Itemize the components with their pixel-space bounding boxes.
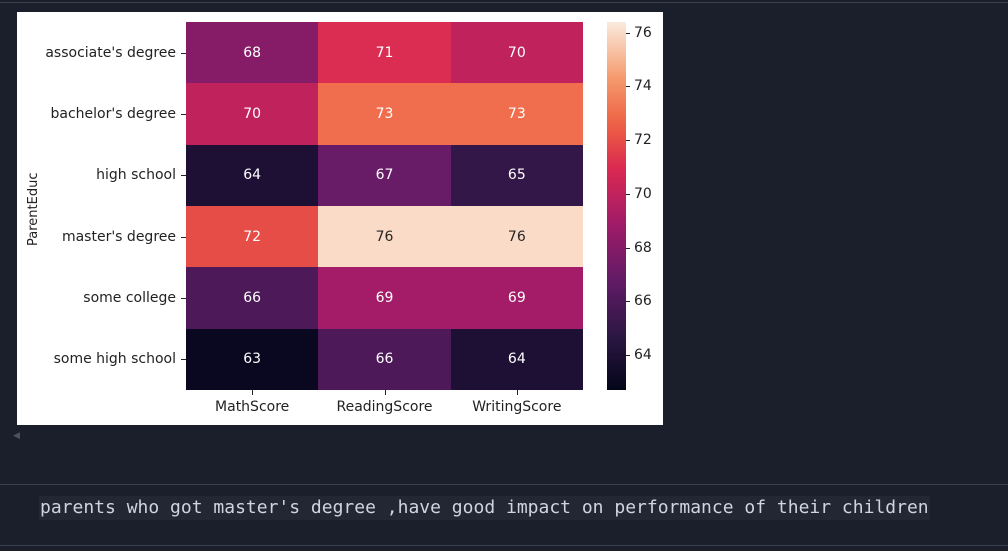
colorbar-tick-mark (626, 86, 630, 87)
y-tick-mark (181, 359, 186, 360)
colorbar-tick-mark (626, 301, 630, 302)
heatmap-cell: 70 (450, 22, 583, 84)
y-tick-label: some college (83, 290, 176, 306)
heatmap-cell: 63 (186, 328, 319, 391)
x-tick-label: MathScore (215, 399, 290, 415)
y-tick-mark (181, 114, 186, 115)
heatmap-cell: 76 (318, 206, 451, 268)
x-tick-mark (517, 390, 518, 395)
y-tick-label: some high school (53, 351, 176, 368)
colorbar-tick-mark (626, 194, 630, 195)
heatmap-cell: 64 (450, 328, 583, 391)
x-tick-mark (252, 390, 253, 395)
heatmap-cell: 66 (186, 267, 319, 329)
heatmap-cell: 64 (186, 144, 319, 207)
y-tick-mark (181, 298, 186, 299)
heatmap-cell: 72 (186, 206, 319, 268)
colorbar-tick-mark (626, 355, 630, 356)
heatmap-cell: 76 (450, 206, 583, 268)
colorbar-tick-label: 72 (634, 132, 652, 149)
colorbar (607, 22, 626, 390)
heatmap-cell: 69 (318, 267, 451, 329)
y-tick-label: master's degree (61, 228, 176, 245)
y-tick-label: high school (96, 167, 176, 184)
colorbar-tick-label: 74 (634, 78, 652, 95)
heatmap-cell: 73 (450, 83, 583, 145)
colorbar-tick-label: 66 (634, 293, 652, 310)
heatmap-cell: 69 (450, 267, 583, 329)
heatmap-cell: 70 (186, 83, 319, 145)
y-axis-label: ParentEduc (26, 172, 41, 246)
colorbar-tick-mark (626, 248, 630, 249)
colorbar-tick-label: 68 (634, 239, 652, 256)
heatmap-cell: 67 (318, 144, 451, 207)
colorbar-tick-label: 64 (634, 347, 652, 364)
heatmap-cell: 68 (186, 22, 319, 84)
cell-separator (0, 2, 1008, 3)
colorbar-tick-label: 70 (634, 185, 652, 202)
heatmap-cell: 66 (318, 328, 451, 391)
scroll-left-arrow-icon[interactable]: ◀ (13, 431, 20, 441)
colorbar-tick-mark (626, 33, 630, 34)
heatmap-cell: 71 (318, 22, 451, 84)
colorbar-tick-label: 76 (634, 24, 652, 41)
y-tick-label: associate's degree (45, 44, 176, 61)
x-tick-mark (385, 390, 386, 395)
y-tick-label: bachelor's degree (50, 106, 176, 122)
y-tick-mark (181, 175, 186, 176)
y-tick-mark (181, 53, 186, 54)
x-tick-label: ReadingScore (336, 399, 433, 415)
markdown-cell-text: parents who got master's degree ,have go… (39, 496, 930, 520)
x-tick-label: WritingScore (472, 399, 562, 415)
colorbar-tick-mark (626, 140, 630, 141)
heatmap-cell: 73 (318, 83, 451, 145)
y-tick-mark (181, 237, 186, 238)
heatmap-cell: 65 (450, 144, 583, 207)
